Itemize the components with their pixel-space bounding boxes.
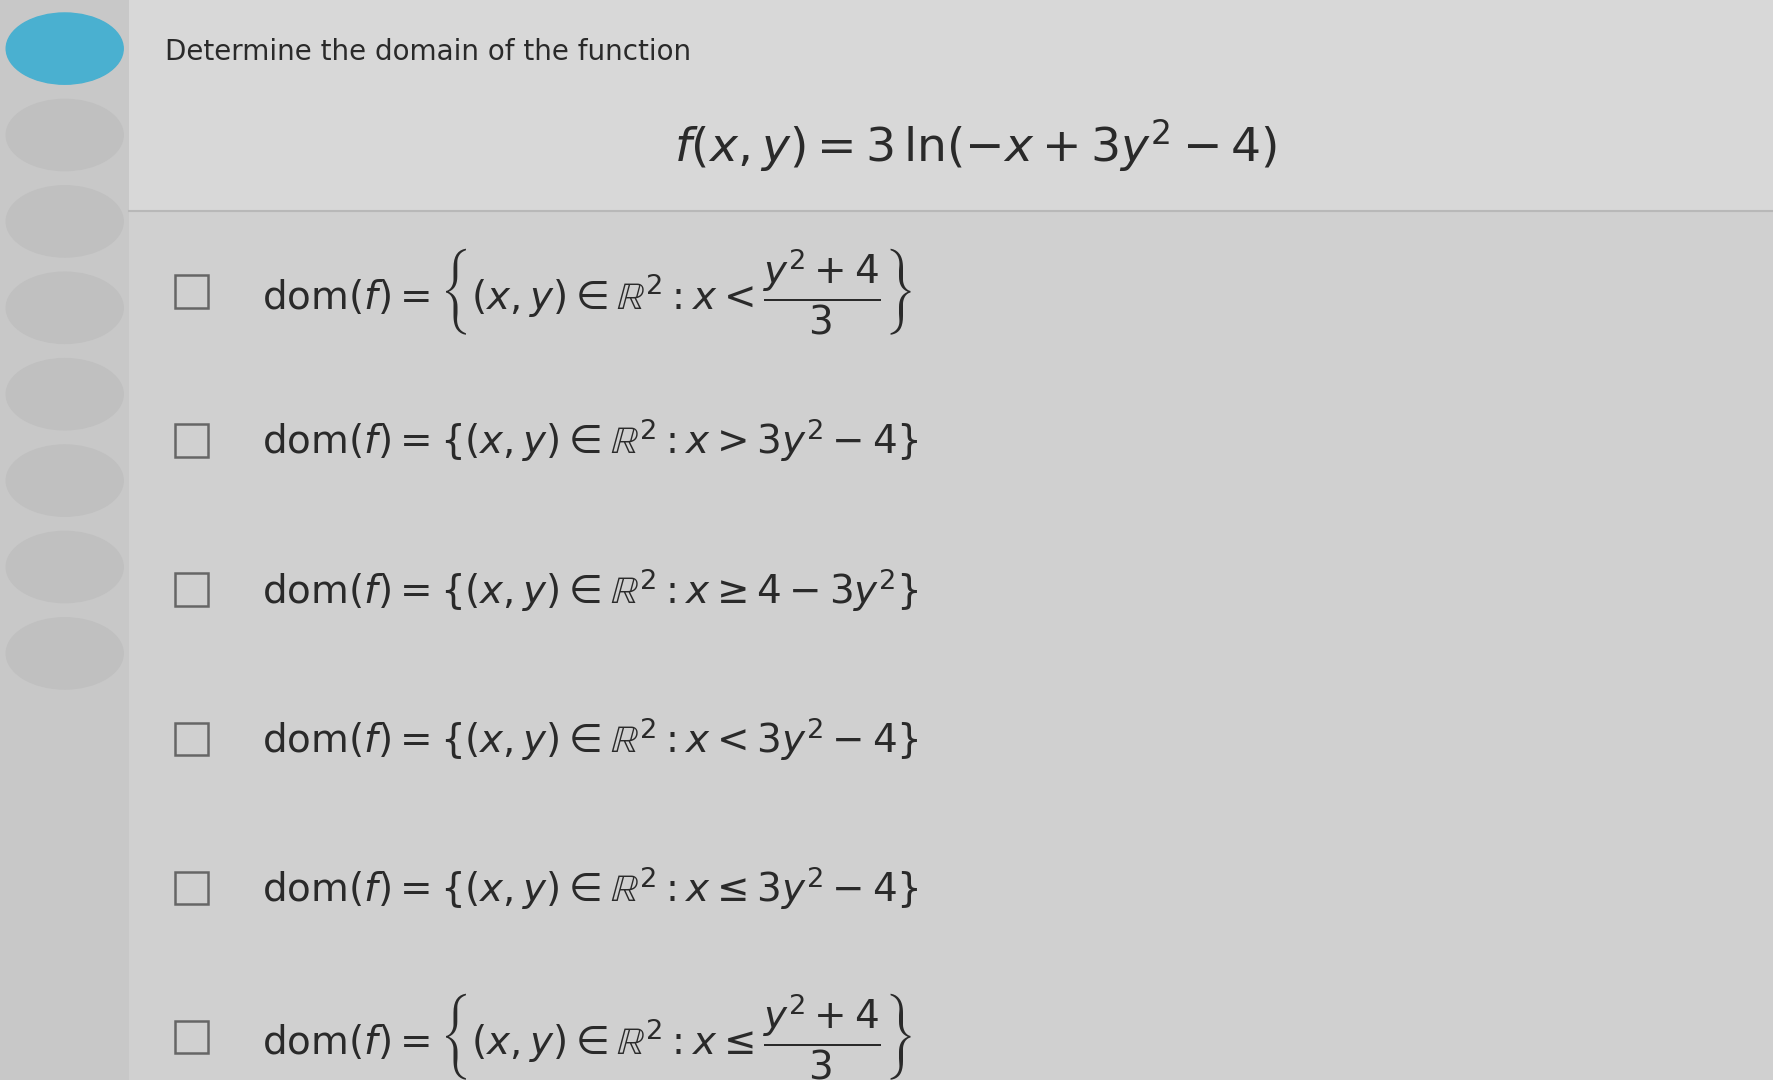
Bar: [176, 872, 207, 904]
Circle shape: [7, 186, 124, 257]
Bar: [176, 424, 207, 457]
Circle shape: [7, 99, 124, 171]
Text: $f(x, y) = 3\,\ln(-x + 3y^2 - 4)$: $f(x, y) = 3\,\ln(-x + 3y^2 - 4)$: [674, 118, 1277, 174]
Text: $\mathrm{dom}(f) = \{(x, y) \in \mathbb{R}^2 : x > 3y^2 - 4\}$: $\mathrm{dom}(f) = \{(x, y) \in \mathbb{…: [262, 417, 918, 464]
Text: $\mathrm{dom}(f) = \left\{(x, y) \in \mathbb{R}^2 : x < \dfrac{y^2+4}{3}\right\}: $\mathrm{dom}(f) = \left\{(x, y) \in \ma…: [262, 246, 913, 337]
Circle shape: [7, 445, 124, 516]
Text: $\mathrm{dom}(f) = \{(x, y) \in \mathbb{R}^2 : x < 3y^2 - 4\}$: $\mathrm{dom}(f) = \{(x, y) \in \mathbb{…: [262, 715, 918, 762]
Circle shape: [7, 531, 124, 603]
Text: Determine the domain of the function: Determine the domain of the function: [165, 38, 691, 66]
Bar: [176, 275, 207, 308]
Circle shape: [7, 13, 124, 84]
Bar: [176, 723, 207, 755]
Bar: [176, 1021, 207, 1053]
Circle shape: [7, 272, 124, 343]
Circle shape: [7, 359, 124, 430]
Circle shape: [7, 618, 124, 689]
Text: $\mathrm{dom}(f) = \left\{(x, y) \in \mathbb{R}^2 : x \leq \dfrac{y^2+4}{3}\righ: $\mathrm{dom}(f) = \left\{(x, y) \in \ma…: [262, 991, 913, 1080]
Text: $\mathrm{dom}(f) = \{(x, y) \in \mathbb{R}^2 : x \leq 3y^2 - 4\}$: $\mathrm{dom}(f) = \{(x, y) \in \mathbb{…: [262, 864, 918, 912]
Bar: [129, 0, 1773, 211]
Text: $\mathrm{dom}(f) = \{(x, y) \in \mathbb{R}^2 : x \geq 4 - 3y^2\}$: $\mathrm{dom}(f) = \{(x, y) \in \mathbb{…: [262, 566, 918, 613]
Bar: [0, 0, 129, 1080]
Bar: [176, 573, 207, 606]
Bar: [129, 211, 1773, 1080]
